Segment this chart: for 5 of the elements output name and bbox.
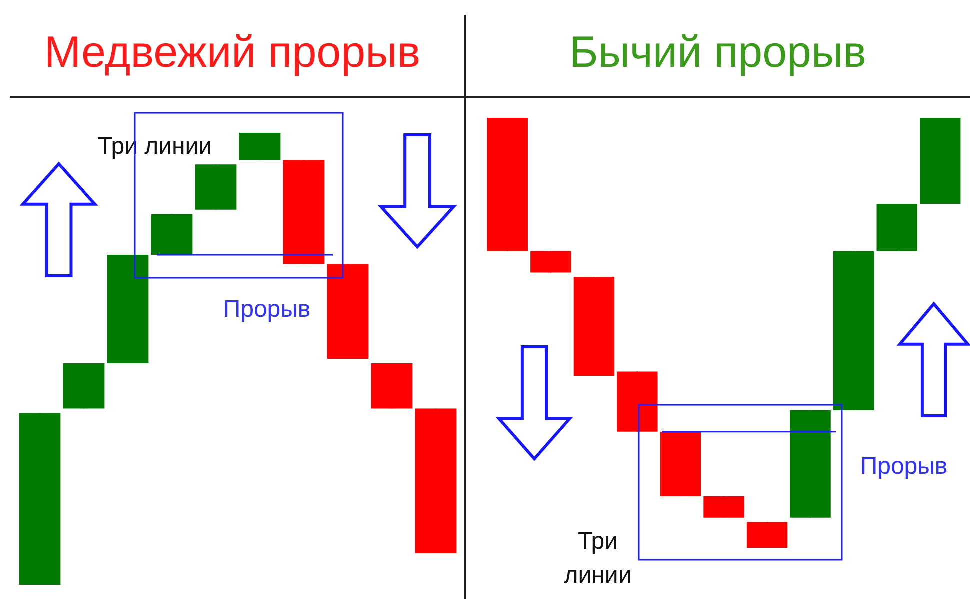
annotation: Прорыв — [860, 453, 948, 480]
annotation: Прорыв — [223, 296, 311, 323]
annotation: Три линии — [564, 528, 632, 589]
chart-title: Медвежий прорыв — [43, 28, 422, 78]
chart-title: Бычий прорыв — [568, 28, 868, 78]
